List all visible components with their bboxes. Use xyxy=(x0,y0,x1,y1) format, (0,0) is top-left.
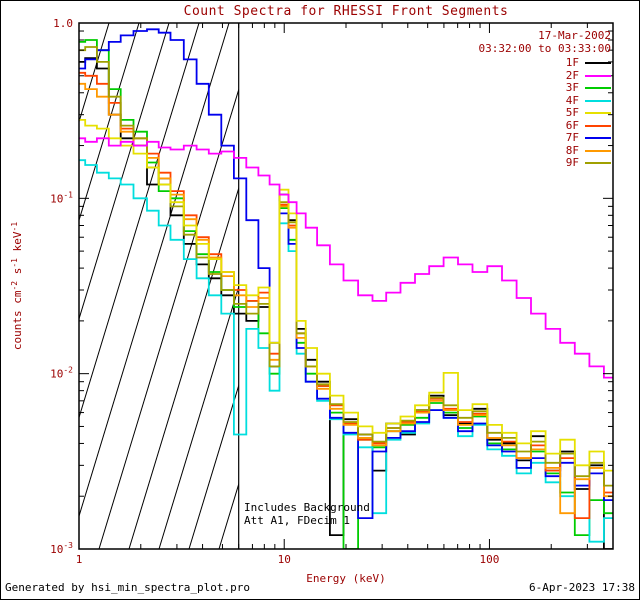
spectrum-5f xyxy=(79,119,613,472)
plot-border xyxy=(78,22,614,550)
legend-label: 5F xyxy=(565,106,579,120)
legend-swatch xyxy=(585,112,611,115)
legend-label: 1F xyxy=(565,56,579,70)
chart-title: Count Spectra for RHESSI Front Segments xyxy=(183,4,509,19)
x-axis-title: Energy (keV) xyxy=(306,572,385,585)
x-tick-label: 100 xyxy=(480,553,500,566)
legend-swatch xyxy=(585,99,611,102)
x-tick-label: 10 xyxy=(278,553,291,566)
generated-by-label: Generated by hsi_min_spectra_plot.pro xyxy=(5,581,251,594)
y-tick-label: 10-2 xyxy=(50,366,73,381)
legend-label: 3F xyxy=(565,81,579,95)
annotation-attenuator-state: Att A1, FDecim 1 xyxy=(244,514,350,527)
legend-swatch xyxy=(585,162,611,165)
y-tick-label: 1.0 xyxy=(53,17,73,30)
legend-item-6f: 6F xyxy=(565,118,611,133)
legend-label: 4F xyxy=(565,93,579,107)
legend-item-2f: 2F xyxy=(565,68,611,83)
legend-item-9f: 9F xyxy=(566,157,611,170)
legend-item-5f: 5F xyxy=(566,107,611,120)
axis-ticks xyxy=(78,22,613,550)
legend-label: 8F xyxy=(565,143,579,157)
legend-item-8f: 8F xyxy=(565,143,611,158)
legend-item-1f: 1F xyxy=(566,57,611,70)
y-axis-title: counts cm-2 s-1 keV-1 xyxy=(10,222,24,350)
legend-swatch xyxy=(585,124,611,127)
legend-label: 6F xyxy=(565,118,579,132)
legend-label: 2F xyxy=(565,68,579,82)
spectra-series xyxy=(79,28,613,549)
annotation-includes-background: Includes Background xyxy=(244,501,370,514)
legend-swatch xyxy=(585,74,611,77)
y-tick-label: 10-1 xyxy=(50,190,73,205)
legend-swatch xyxy=(585,87,611,90)
spectrum-2f xyxy=(79,137,613,379)
legend-swatch xyxy=(585,149,611,152)
legend-label: 9F xyxy=(565,156,579,170)
observation-date: 17-Mar-2002 xyxy=(538,29,611,42)
legend-item-3f: 3F xyxy=(566,82,611,95)
observation-time-range: 03:32:00 to 03:33:00 xyxy=(478,42,611,55)
spectrum-4f xyxy=(79,159,613,543)
plot-timestamp: 6-Apr-2023 17:38 xyxy=(529,581,635,594)
legend-item-7f: 7F xyxy=(566,132,611,145)
legend-item-4f: 4F xyxy=(565,93,611,108)
spectrum-1f xyxy=(79,57,613,549)
hatched-region xyxy=(79,23,239,549)
y-tick-label: 10-3 xyxy=(50,541,73,556)
legend-swatch xyxy=(585,137,611,140)
detector-legend: 1F 2F 3F 4F 5F 6F 7F 8F 9F xyxy=(566,57,611,170)
legend-swatch xyxy=(585,62,611,65)
x-tick-label: 1 xyxy=(76,553,83,566)
spectrum-3f xyxy=(79,39,613,549)
legend-label: 7F xyxy=(565,131,579,145)
